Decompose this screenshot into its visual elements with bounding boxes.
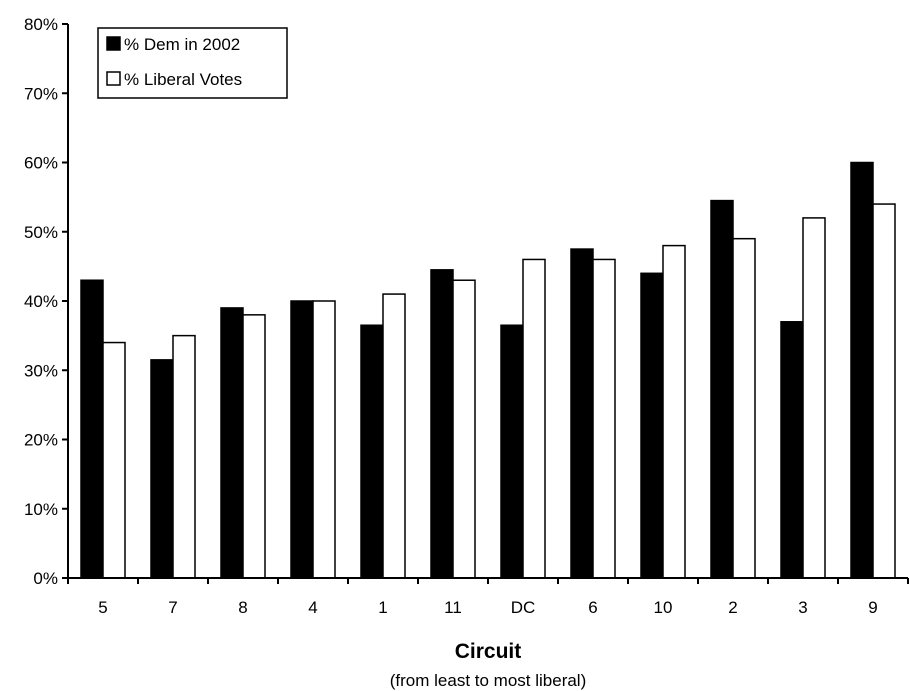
x-tick-label: 7 (168, 598, 177, 617)
bar-liberal-votes (872, 203, 896, 579)
x-tick-label: 4 (308, 598, 317, 617)
bar-dem-2002 (290, 300, 314, 579)
bar-dem-2002 (80, 279, 104, 579)
x-tick-label: 10 (654, 598, 673, 617)
legend-swatch-dem (106, 36, 121, 51)
y-tick-label: 80% (24, 15, 58, 34)
y-tick-label: 20% (24, 431, 58, 450)
x-tick-label: 8 (238, 598, 247, 617)
x-axis-subtitle: (from least to most liberal) (390, 671, 587, 690)
x-tick-label: 11 (444, 598, 462, 617)
bar-liberal-votes (312, 300, 336, 579)
bar-dem-2002 (220, 307, 244, 579)
bar-liberal-votes (382, 293, 406, 579)
bar-dem-2002 (360, 324, 384, 579)
y-tick-label: 60% (24, 154, 58, 173)
x-tick-label: DC (511, 598, 536, 617)
y-tick-label: 50% (24, 223, 58, 242)
bar-liberal-votes (452, 279, 476, 579)
bar-liberal-votes (802, 217, 826, 579)
x-tick-label: 2 (728, 598, 737, 617)
bar-dem-2002 (710, 199, 734, 579)
legend: % Dem in 2002 % Liberal Votes (97, 27, 288, 99)
bar-liberal-votes (242, 314, 266, 579)
y-tick-label: 40% (24, 292, 58, 311)
bar-liberal-votes (102, 341, 126, 579)
y-tick-label: 30% (24, 361, 58, 380)
bar-dem-2002 (780, 321, 804, 579)
bar-dem-2002 (500, 324, 524, 579)
y-tick-label: 70% (24, 84, 58, 103)
bar-liberal-votes (522, 258, 546, 579)
x-axis-ticks: 5 7 8 4 1 11 DC 6 10 2 3 9 (67, 578, 909, 617)
y-axis-ticks: 0% 10% 20% 30% 40% 50% 60% 70% 80% (24, 15, 68, 588)
y-tick-label: 10% (24, 500, 58, 519)
x-tick-label: 5 (98, 598, 107, 617)
bar-dem-2002 (430, 269, 454, 579)
legend-box (97, 27, 288, 99)
bar-dem-2002 (150, 359, 174, 579)
legend-label-liberal: % Liberal Votes (124, 70, 242, 89)
bar-liberal-votes (592, 258, 616, 579)
x-tick-label: 9 (868, 598, 877, 617)
x-tick-label: 1 (378, 598, 387, 617)
legend-swatch-liberal (106, 71, 121, 86)
bar-liberal-votes (732, 237, 756, 579)
x-axis-title: Circuit (455, 640, 522, 663)
bar-liberal-votes (662, 244, 686, 579)
x-tick-label: 3 (798, 598, 807, 617)
bars-group (80, 161, 896, 579)
bar-dem-2002 (640, 272, 664, 579)
legend-label-dem: % Dem in 2002 (124, 35, 240, 54)
y-tick-label: 0% (33, 569, 58, 588)
bar-liberal-votes (172, 334, 196, 579)
bar-dem-2002 (570, 248, 594, 579)
bar-dem-2002 (850, 161, 874, 579)
x-tick-label: 6 (588, 598, 597, 617)
